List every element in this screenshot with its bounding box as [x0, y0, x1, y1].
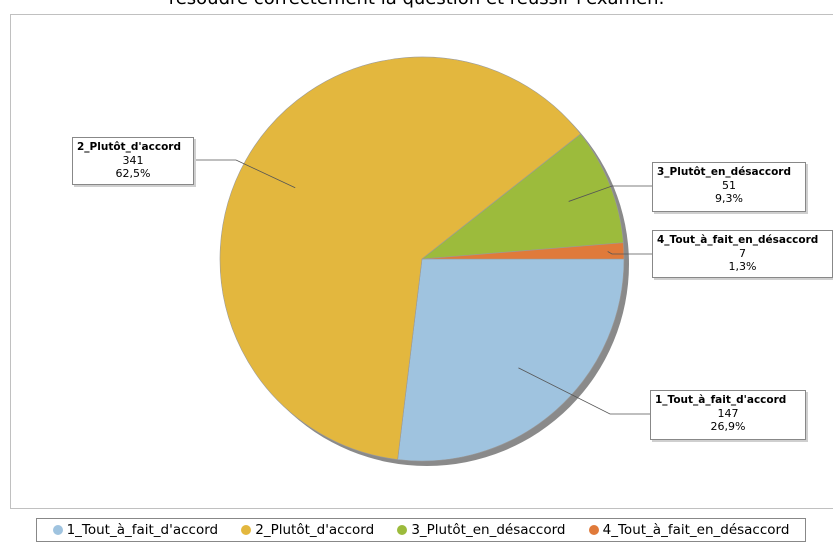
legend-item-plutot-desaccord[interactable]: 3_Plutôt_en_désaccord	[397, 522, 566, 538]
legend-swatch	[588, 525, 599, 535]
legend-label: 4_Tout_à_fait_en_désaccord	[602, 522, 790, 538]
data-label-name: 3_Plutôt_en_désaccord	[657, 166, 792, 178]
leader-lines	[196, 159, 652, 415]
legend-label: 2_Plutôt_d'accord	[255, 522, 375, 538]
data-label-name: 1_Tout_à_fait_d'accord	[655, 394, 787, 406]
legend-item-tout-accord[interactable]: 1_Tout_à_fait_d'accord	[52, 522, 219, 538]
leader-line	[196, 159, 296, 189]
legend-swatch	[241, 525, 252, 535]
leader-line	[607, 251, 652, 255]
chart-title: résoudre correctement la question et réu…	[0, 0, 833, 9]
legend-item-plutot-accord[interactable]: 2_Plutôt_d'accord	[241, 522, 374, 538]
data-label-percent: 26,9%	[710, 420, 746, 433]
pie-slice-tout-desaccord	[421, 242, 625, 260]
data-label-name: 2_Plutôt_d'accord	[77, 141, 182, 153]
data-label-percent: 62,5%	[115, 167, 151, 180]
data-label-plutot-accord: 2_Plutôt_d'accord 341 62,5%	[72, 137, 194, 185]
legend-swatch	[397, 525, 408, 535]
legend-item-tout-desaccord[interactable]: 4_Tout_à_fait_en_désaccord	[588, 522, 790, 538]
leader-line	[568, 185, 652, 202]
data-label-count: 7	[739, 247, 746, 260]
pie-slice-plutot-accord	[219, 56, 582, 460]
legend: 1_Tout_à_fait_d'accord 2_Plutôt_d'accord…	[36, 518, 806, 542]
data-label-percent: 1,3%	[728, 260, 757, 273]
leader-line	[518, 367, 650, 415]
data-label-name: 4_Tout_à_fait_en_désaccord	[657, 234, 819, 246]
data-label-count: 147	[717, 407, 739, 420]
data-label-tout-desaccord: 4_Tout_à_fait_en_désaccord 7 1,3%	[652, 230, 833, 278]
data-label-count: 341	[122, 154, 144, 167]
pie-slices	[219, 56, 625, 462]
legend-label: 1_Tout_à_fait_d'accord	[66, 522, 219, 538]
data-label-tout-accord: 1_Tout_à_fait_d'accord 147 26,9%	[650, 390, 806, 440]
pie-slice-plutot-desaccord	[421, 133, 624, 260]
legend-label: 3_Plutôt_en_désaccord	[411, 522, 566, 538]
data-label-percent: 9,3%	[715, 192, 743, 205]
pie-slice-tout-accord	[397, 258, 625, 462]
data-label-count: 51	[722, 179, 736, 192]
legend-swatch	[52, 525, 63, 535]
data-label-plutot-desaccord: 3_Plutôt_en_désaccord 51 9,3%	[652, 162, 806, 212]
